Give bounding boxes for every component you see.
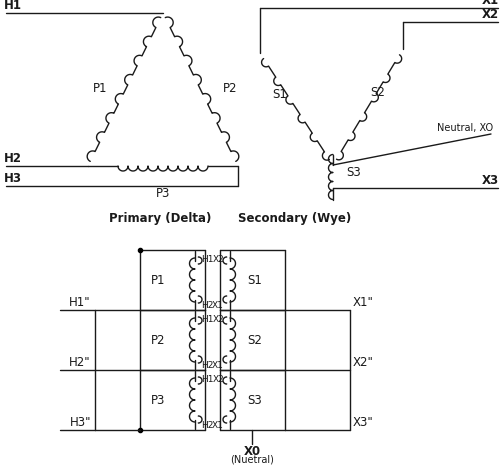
Text: H1: H1 <box>200 375 213 384</box>
Text: P1: P1 <box>93 81 107 95</box>
Text: S3: S3 <box>345 166 360 179</box>
Text: X1: X1 <box>481 0 498 7</box>
Text: X1: X1 <box>212 360 223 370</box>
Text: S1: S1 <box>247 274 262 286</box>
Text: Neutral, XO: Neutral, XO <box>436 123 492 133</box>
Text: H2: H2 <box>200 421 213 430</box>
Text: X0: X0 <box>243 445 260 458</box>
Text: X3": X3" <box>352 416 373 429</box>
Text: H3": H3" <box>69 416 91 429</box>
Text: X2: X2 <box>212 375 223 384</box>
Text: H2: H2 <box>4 152 22 165</box>
Text: Secondary (Wye): Secondary (Wye) <box>238 212 351 225</box>
Text: X3: X3 <box>481 174 498 187</box>
Text: X2: X2 <box>212 255 223 264</box>
Text: H1: H1 <box>200 315 213 324</box>
Text: (Nuetral): (Nuetral) <box>229 455 274 465</box>
Text: H1: H1 <box>4 0 22 12</box>
Text: S1: S1 <box>272 88 286 101</box>
Text: X2: X2 <box>212 315 223 324</box>
Text: P2: P2 <box>222 81 237 95</box>
Text: X1": X1" <box>352 296 373 309</box>
Text: P2: P2 <box>150 333 165 347</box>
Text: S2: S2 <box>247 333 262 347</box>
Text: H2: H2 <box>200 300 213 309</box>
Text: H3: H3 <box>4 172 22 185</box>
Text: X1: X1 <box>212 300 223 309</box>
Text: H2": H2" <box>69 356 91 369</box>
Text: H2: H2 <box>200 360 213 370</box>
Text: P3: P3 <box>150 393 165 406</box>
Text: H1": H1" <box>69 296 91 309</box>
Text: P3: P3 <box>155 187 170 200</box>
Text: Primary (Delta): Primary (Delta) <box>109 212 211 225</box>
Text: X2: X2 <box>481 8 498 21</box>
Text: X1: X1 <box>212 421 223 430</box>
Text: X2": X2" <box>352 356 373 369</box>
Text: H1: H1 <box>200 255 213 264</box>
Text: S2: S2 <box>369 86 384 99</box>
Text: P1: P1 <box>150 274 165 286</box>
Text: S3: S3 <box>247 393 262 406</box>
